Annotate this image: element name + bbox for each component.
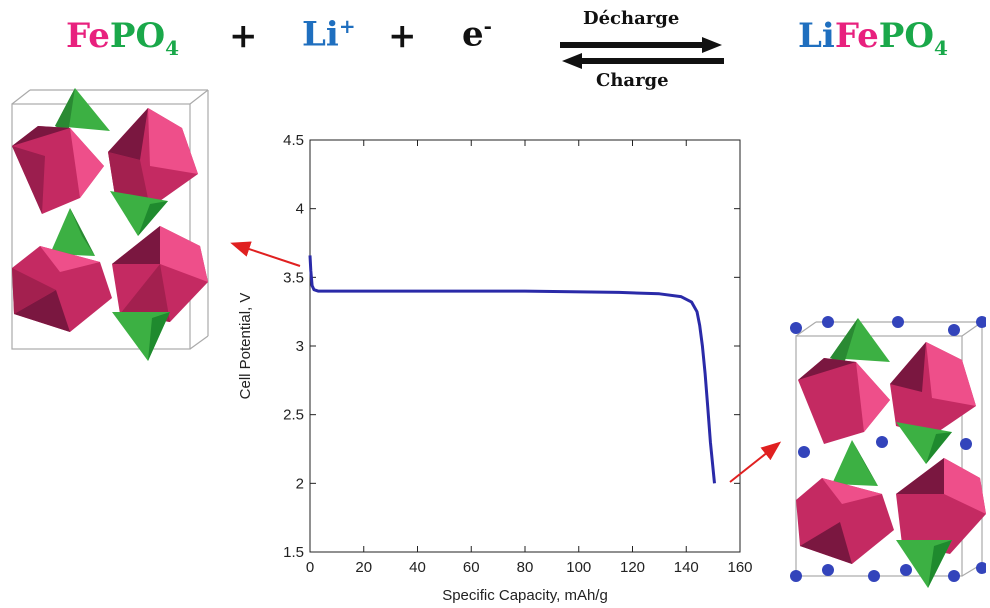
product-subscript: 4 xyxy=(933,35,948,60)
iron-octahedron xyxy=(796,478,894,564)
lithium-atom xyxy=(822,564,834,576)
reactant-subscript: 4 xyxy=(165,35,180,60)
product-fe: Fe xyxy=(834,16,879,56)
lithium-symbol: Li xyxy=(302,14,339,55)
plus-sign-1: + xyxy=(229,16,258,56)
iron-octahedron xyxy=(108,108,198,208)
x-tick-label: 160 xyxy=(727,559,752,576)
lithium-atom xyxy=(790,322,802,334)
reverse-arrow xyxy=(562,53,724,69)
iron-octahedron xyxy=(112,226,208,322)
x-tick-label: 40 xyxy=(409,559,426,576)
x-tick-label: 20 xyxy=(355,559,372,576)
electron-charge: - xyxy=(483,14,492,38)
y-tick-label: 3.5 xyxy=(283,269,304,286)
lithium-atom xyxy=(948,324,960,336)
y-tick-label: 3 xyxy=(296,338,304,355)
reactant-fe: Fe xyxy=(66,16,110,56)
x-tick-label: 120 xyxy=(620,559,645,576)
iron-octahedron xyxy=(896,458,986,554)
discharge-label: Décharge xyxy=(583,8,680,29)
x-tick-label: 100 xyxy=(566,559,591,576)
lifepo4-structure xyxy=(790,316,986,588)
lithium-atom xyxy=(960,438,972,450)
y-axis-label: Cell Potential, V xyxy=(237,293,254,400)
discharge-curve-line xyxy=(308,255,716,484)
reactant-po: PO xyxy=(109,16,166,56)
phosphate-tetrahedron xyxy=(830,318,890,364)
lithium-atom xyxy=(876,436,888,448)
plot-frame xyxy=(309,139,741,553)
iron-octahedron xyxy=(12,126,104,214)
x-axis-label: Specific Capacity, mAh/g xyxy=(442,587,608,604)
lithium-atom xyxy=(892,316,904,328)
forward-arrow xyxy=(560,37,722,53)
phosphate-tetrahedron xyxy=(55,88,110,134)
x-tick-label: 0 xyxy=(306,559,314,576)
product-formula: LiFePO4 xyxy=(798,16,948,60)
electron: e- xyxy=(462,14,492,54)
phosphate-tetrahedron xyxy=(50,208,95,256)
product-li: Li xyxy=(798,16,835,56)
iron-octahedron xyxy=(890,342,976,436)
iron-octahedron xyxy=(12,246,112,332)
x-tick-label: 80 xyxy=(517,559,534,576)
y-tick-label: 2.5 xyxy=(283,407,304,424)
phosphate-tetrahedron xyxy=(110,191,168,236)
plus-sign-2: + xyxy=(388,16,417,56)
lithium-atom xyxy=(900,564,912,576)
charge-label: Charge xyxy=(596,70,669,91)
lithium-ion: Li+ xyxy=(302,14,356,54)
product-po: PO xyxy=(878,16,934,56)
phosphate-tetrahedron xyxy=(896,540,952,588)
phosphate-tetrahedron xyxy=(832,440,878,486)
y-tick-label: 4.5 xyxy=(283,132,304,149)
lithium-atom xyxy=(822,316,834,328)
x-tick-label: 60 xyxy=(463,559,480,576)
lithium-atom xyxy=(868,570,880,582)
iron-octahedron xyxy=(798,358,890,444)
equilibrium-arrows xyxy=(560,37,724,69)
lithium-charge: + xyxy=(338,14,356,38)
phosphate-tetrahedron xyxy=(896,422,952,464)
lithium-atom xyxy=(798,446,810,458)
lithium-atoms xyxy=(790,316,986,582)
y-tick-label: 2 xyxy=(296,475,304,492)
y-tick-label: 4 xyxy=(296,201,304,218)
reactant-formula: FePO4 xyxy=(66,16,179,60)
lithium-atom xyxy=(790,570,802,582)
lithium-atom xyxy=(976,562,986,574)
unit-cell-box xyxy=(11,89,209,350)
lithium-atom xyxy=(976,316,986,328)
fepo4-structure xyxy=(11,88,209,361)
lithium-atom xyxy=(948,570,960,582)
phosphate-tetrahedron xyxy=(112,312,170,361)
electron-symbol: e xyxy=(462,14,484,55)
x-tick-label: 140 xyxy=(674,559,699,576)
y-tick-label: 1.5 xyxy=(283,544,304,561)
